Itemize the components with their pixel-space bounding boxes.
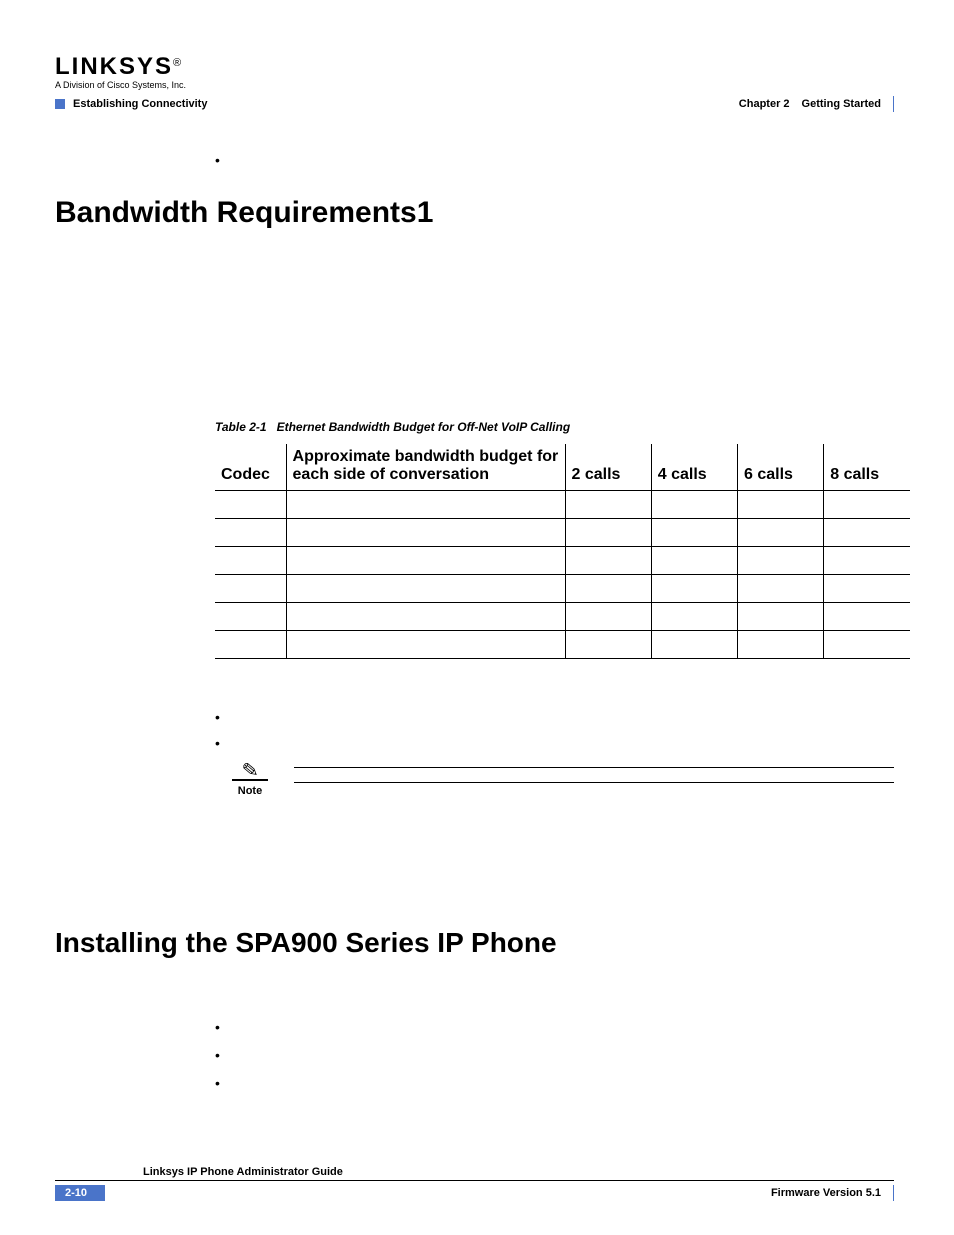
table-body <box>215 491 910 659</box>
footer-title-row: Linksys IP Phone Administrator Guide <box>55 1166 894 1181</box>
header-right: Chapter 2 Getting Started <box>739 96 894 112</box>
note-rule <box>294 767 894 768</box>
list-item: • <box>215 1075 894 1091</box>
chapter-title: Getting Started <box>802 98 881 110</box>
header-left: Establishing Connectivity <box>55 98 207 110</box>
page-number-badge: 2-10 <box>55 1185 105 1201</box>
col-bandwidth: Approximate bandwidth budget for each si… <box>286 444 565 491</box>
heading-bandwidth: Bandwidth Requirements1 <box>55 196 894 230</box>
table-header-row: Codec Approximate bandwidth budget for e… <box>215 444 910 491</box>
col-codec: Codec <box>215 444 286 491</box>
note-lines <box>294 761 894 783</box>
firmware-version: Firmware Version 5.1 <box>771 1187 881 1199</box>
install-bullets: • • • <box>215 1019 894 1091</box>
document-page: LINKSYS® A Division of Cisco Systems, In… <box>0 0 954 1235</box>
brand-subtitle: A Division of Cisco Systems, Inc. <box>55 80 894 90</box>
note-icon-column: ✎ Note <box>230 761 270 797</box>
col-8calls: 8 calls <box>824 444 910 491</box>
note-block: ✎ Note <box>230 761 894 797</box>
table-caption: Table 2-1 Ethernet Bandwidth Budget for … <box>215 420 894 434</box>
bandwidth-table-section: Table 2-1 Ethernet Bandwidth Budget for … <box>215 420 894 659</box>
breadcrumb: Establishing Connectivity <box>73 98 207 110</box>
bandwidth-table: Codec Approximate bandwidth budget for e… <box>215 444 910 659</box>
table-caption-text: Ethernet Bandwidth Budget for Off-Net Vo… <box>277 420 571 434</box>
list-item: • <box>215 1019 894 1035</box>
table-row <box>215 491 910 519</box>
page-badge-wrap: 2-10 <box>55 1185 105 1201</box>
note-rule <box>294 782 894 783</box>
list-item: • <box>215 735 894 751</box>
col-6calls: 6 calls <box>737 444 823 491</box>
pencil-icon: ✎ <box>241 760 259 781</box>
registered-mark: ® <box>173 57 181 69</box>
post-table-bullets: • • <box>215 709 894 751</box>
table-row <box>215 519 910 547</box>
page-footer: Linksys IP Phone Administrator Guide 2-1… <box>55 1166 894 1201</box>
table-row <box>215 603 910 631</box>
list-item: • <box>215 1047 894 1063</box>
heading-installing: Installing the SPA900 Series IP Phone <box>55 927 894 959</box>
list-item: • <box>215 709 894 725</box>
table-row <box>215 631 910 659</box>
logo-block: LINKSYS® A Division of Cisco Systems, In… <box>55 55 894 90</box>
col-2calls: 2 calls <box>565 444 651 491</box>
brand-logo: LINKSYS <box>55 55 173 79</box>
footer-doc-title: Linksys IP Phone Administrator Guide <box>143 1166 343 1178</box>
footer-divider <box>893 1185 894 1201</box>
accent-square-icon <box>55 99 65 109</box>
table-row <box>215 575 910 603</box>
table-caption-label: Table 2-1 <box>215 420 267 434</box>
intro-bullet-list: • <box>215 152 894 168</box>
list-item: • <box>215 152 894 168</box>
footer-bottom-row: 2-10 Firmware Version 5.1 <box>55 1185 894 1201</box>
chapter-label: Chapter 2 <box>739 98 790 110</box>
note-label: Note <box>238 785 262 797</box>
col-4calls: 4 calls <box>651 444 737 491</box>
header-divider <box>893 96 894 112</box>
table-row <box>215 547 910 575</box>
page-header: Establishing Connectivity Chapter 2 Gett… <box>55 96 894 112</box>
firmware-label-wrap: Firmware Version 5.1 <box>771 1185 894 1201</box>
